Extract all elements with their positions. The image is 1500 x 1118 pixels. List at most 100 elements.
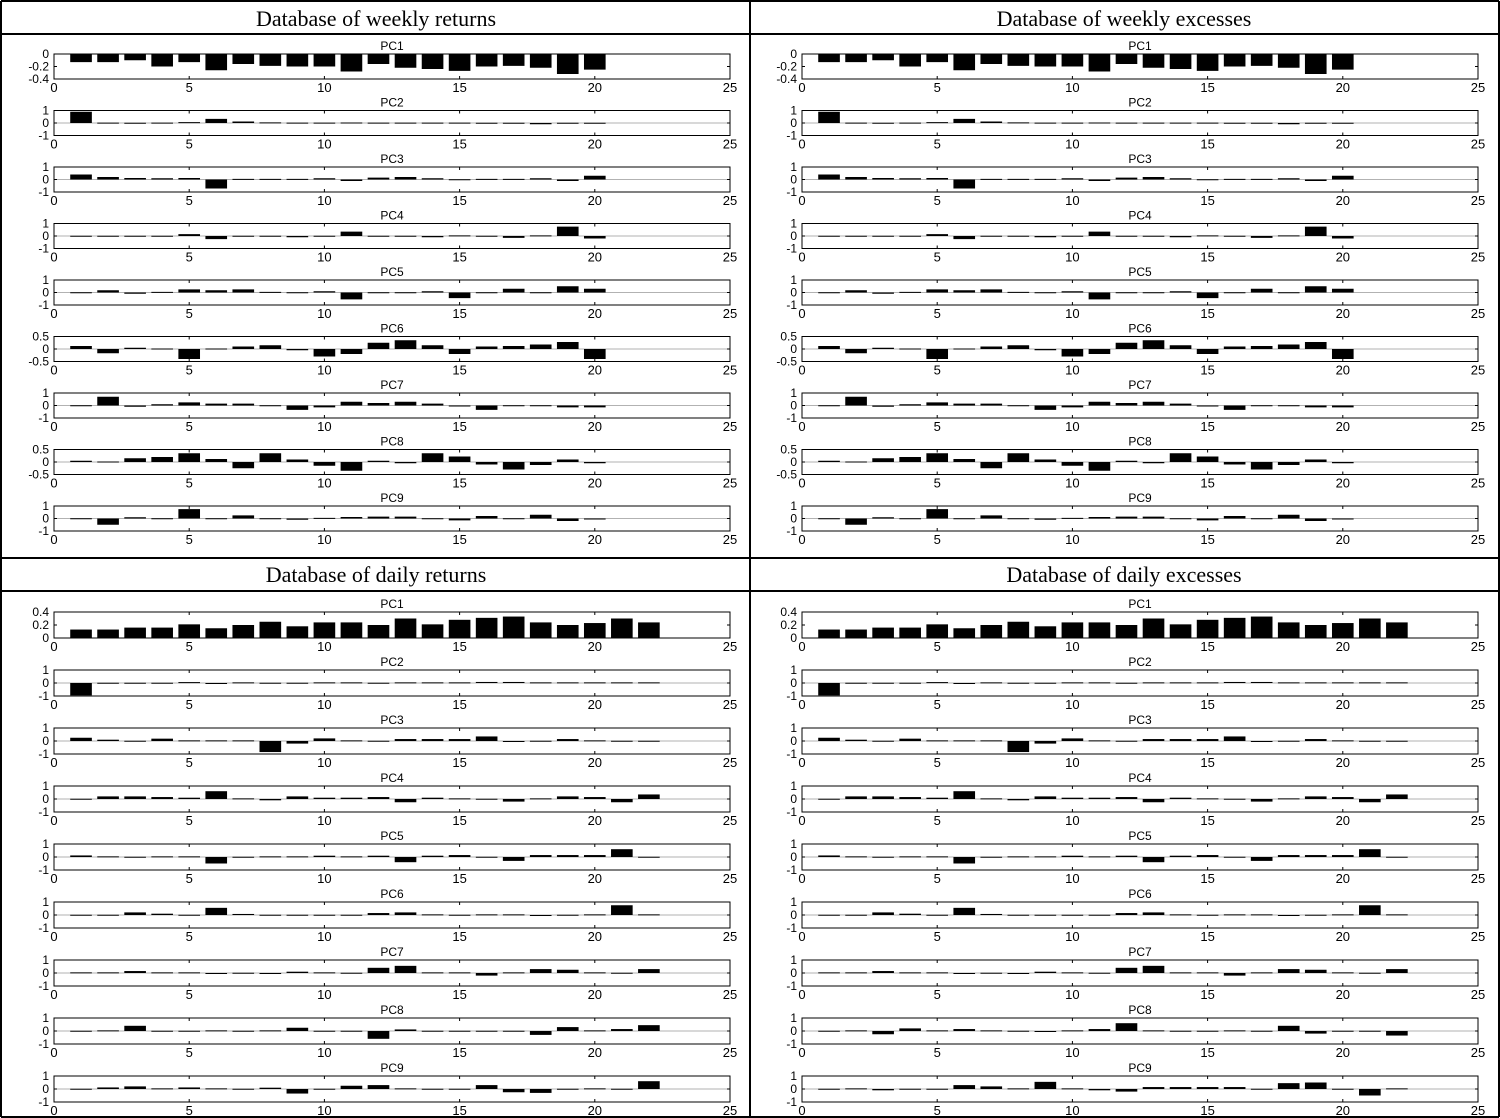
y-tick-label: 0.4 [32, 605, 49, 619]
bar [926, 740, 949, 742]
bar [529, 235, 552, 237]
bar [1142, 401, 1165, 406]
bar [1061, 797, 1084, 799]
x-tick-label: 0 [50, 755, 57, 770]
bar [872, 796, 894, 799]
bar [980, 913, 1003, 915]
bar [1007, 741, 1030, 753]
bar [1061, 54, 1084, 67]
x-tick-label: 15 [452, 929, 466, 944]
y-tick-label: 0 [790, 116, 797, 130]
y-tick-label: -0.2 [28, 60, 49, 74]
bar [178, 914, 201, 916]
bar [97, 396, 119, 406]
bar [232, 856, 255, 858]
bar [1223, 346, 1246, 349]
bar [1223, 1087, 1246, 1089]
bar [421, 682, 444, 684]
bar [1007, 178, 1030, 180]
subplot-title: PC8 [380, 435, 404, 449]
bar [1359, 799, 1381, 803]
bar [1142, 462, 1165, 464]
x-tick-label: 20 [588, 250, 602, 265]
y-tick-label: 1 [42, 779, 49, 793]
bar [178, 856, 201, 858]
y-tick-label: 0 [42, 399, 49, 413]
bar [872, 235, 894, 237]
bar [151, 122, 173, 124]
bar [1169, 54, 1192, 69]
x-tick-label: 10 [1065, 80, 1079, 95]
bar [394, 1088, 417, 1090]
subplot-title: PC5 [380, 829, 404, 843]
bar [529, 1089, 552, 1093]
bar [421, 122, 444, 124]
bar [151, 682, 173, 684]
bar [1304, 226, 1327, 236]
bar [502, 1030, 525, 1032]
x-tick-label: 20 [1336, 363, 1350, 378]
bar [394, 857, 417, 863]
bar [367, 913, 390, 915]
y-tick-label: 1 [42, 104, 49, 118]
bar [394, 462, 417, 464]
bar [178, 289, 201, 293]
bar [394, 292, 417, 294]
x-tick-label: 20 [588, 137, 602, 152]
bar [1088, 797, 1111, 799]
bar [205, 518, 228, 520]
x-tick-label: 15 [452, 532, 466, 547]
x-tick-label: 15 [1200, 306, 1214, 321]
bar [286, 1089, 309, 1094]
bar [70, 346, 92, 349]
bar [1277, 344, 1300, 349]
bar [70, 798, 92, 800]
bar [70, 1088, 92, 1090]
bar [529, 969, 552, 973]
bar [818, 346, 840, 349]
x-tick-label: 0 [50, 1103, 57, 1116]
x-tick-label: 0 [50, 813, 57, 828]
bar [448, 349, 471, 354]
subplot-title: PC8 [1128, 1003, 1152, 1017]
bar [611, 1088, 633, 1090]
bar [313, 1088, 336, 1090]
y-tick-label: 1 [790, 721, 797, 735]
bar [1304, 342, 1327, 349]
bar [286, 236, 309, 238]
bar [367, 797, 390, 799]
bar [70, 972, 92, 974]
y-tick-label: 0.2 [32, 618, 49, 632]
y-tick-label: 0 [42, 966, 49, 980]
subplot-title: PC9 [1128, 491, 1152, 505]
x-tick-label: 15 [452, 1045, 466, 1060]
bar [818, 798, 840, 800]
bar [367, 1085, 390, 1089]
bar [475, 292, 498, 294]
bar [1331, 855, 1354, 857]
bar [1142, 516, 1165, 519]
bar [259, 973, 282, 974]
bar [1196, 1087, 1219, 1089]
bar [1169, 682, 1192, 684]
x-tick-label: 10 [317, 1103, 331, 1116]
bar [529, 344, 552, 349]
bar [475, 736, 498, 741]
bar [1007, 518, 1030, 520]
bar [259, 54, 282, 66]
bar [556, 1088, 579, 1090]
bar [475, 235, 498, 237]
bar [232, 1088, 255, 1090]
bar [1223, 681, 1246, 683]
x-tick-label: 25 [1471, 137, 1485, 152]
y-tick-label: 0 [790, 850, 797, 864]
bar [97, 1030, 119, 1032]
bar [286, 626, 309, 638]
bar [583, 518, 606, 520]
bar [313, 855, 336, 857]
x-tick-label: 10 [1065, 639, 1079, 654]
bar [1034, 682, 1057, 684]
bar [845, 461, 867, 463]
bar [232, 121, 255, 123]
x-tick-label: 5 [934, 871, 941, 886]
